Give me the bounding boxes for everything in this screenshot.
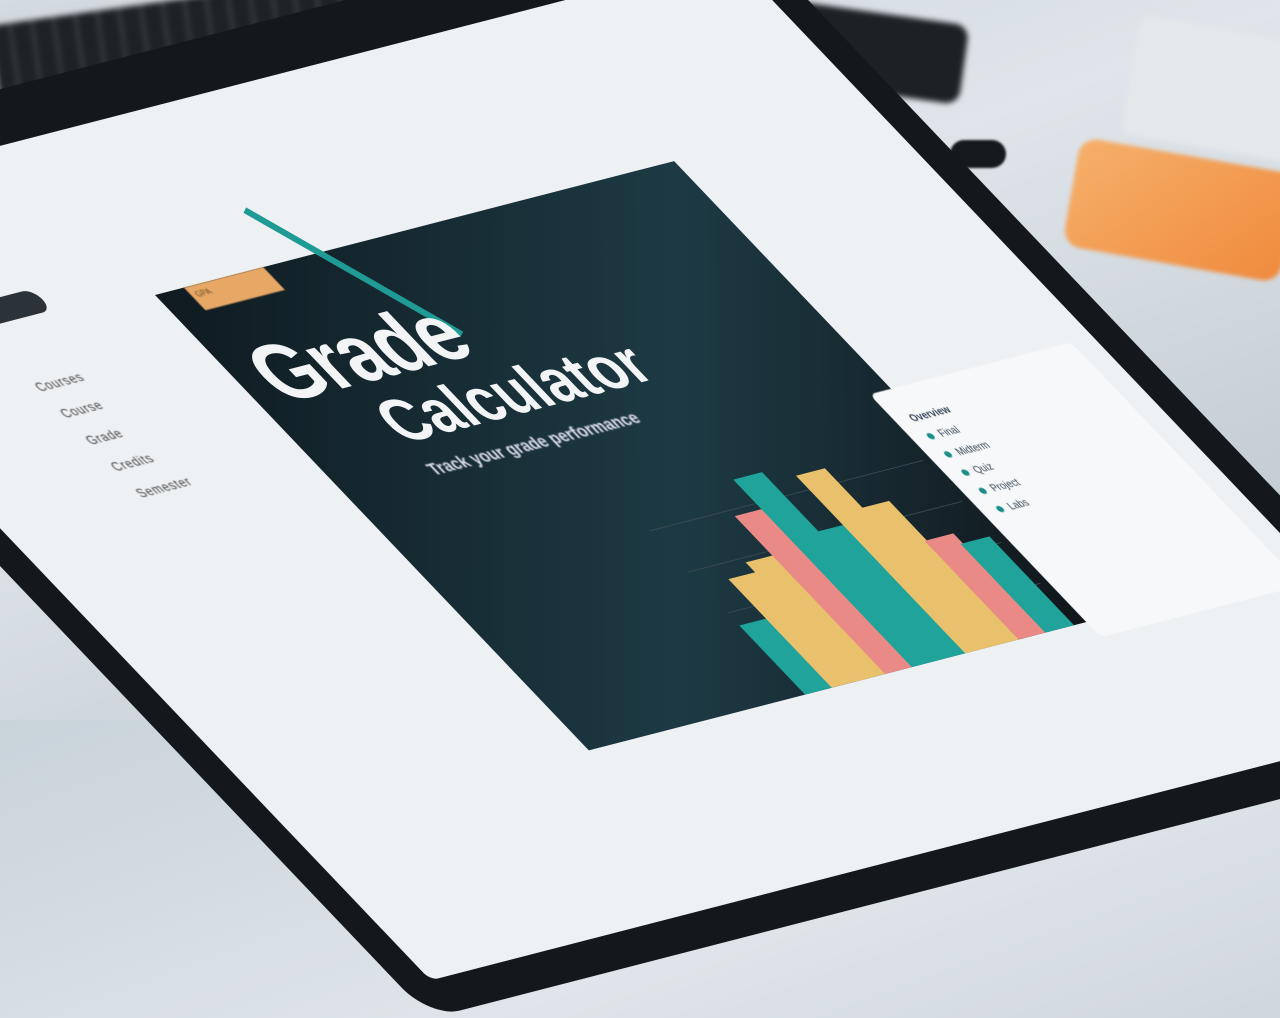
card-item-label: Final xyxy=(934,423,964,440)
device xyxy=(1120,15,1280,165)
dot-icon xyxy=(942,450,954,459)
card-item-label: Project xyxy=(986,476,1024,494)
card-item-label: Labs xyxy=(1003,496,1033,513)
dot-icon xyxy=(994,505,1006,513)
orange-device xyxy=(1062,136,1280,284)
card-item-label: Quiz xyxy=(969,460,998,476)
dot-icon xyxy=(925,432,937,440)
dot-icon xyxy=(977,487,989,495)
dot-icon xyxy=(959,468,972,477)
card-item-label: Midterm xyxy=(951,438,994,458)
